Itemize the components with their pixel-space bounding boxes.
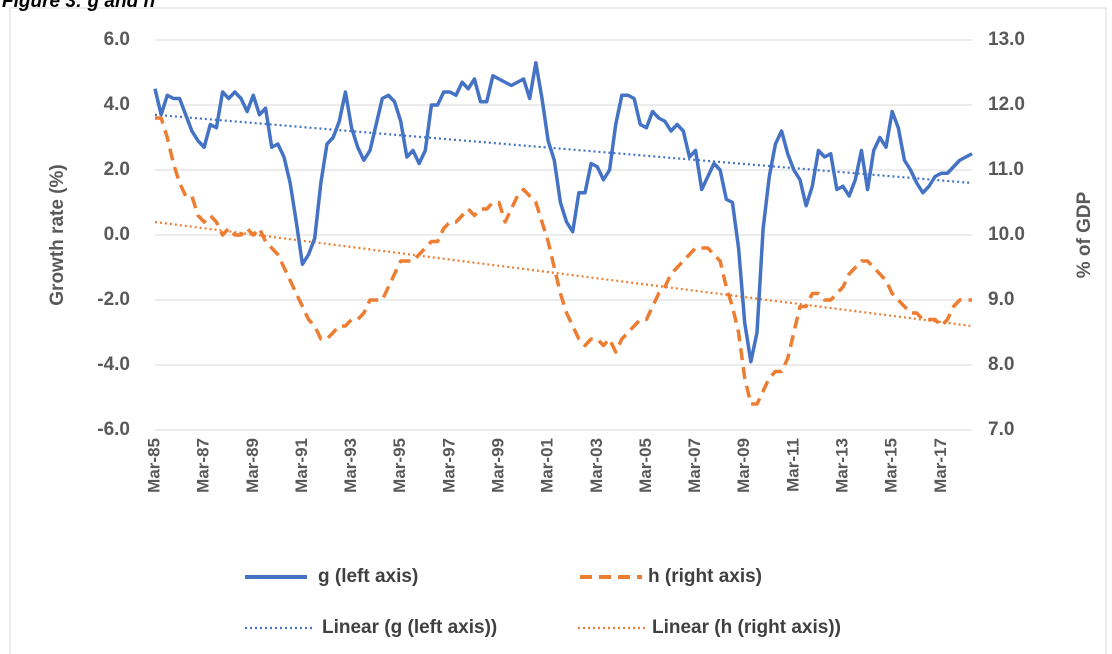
y2-tick-label: 13.0: [988, 29, 1025, 50]
y2-tick-label: 12.0: [988, 94, 1025, 115]
x-tick-label: Mar-01: [538, 438, 557, 493]
chart-border: [9, 7, 1107, 654]
legend-label: g (left axis): [318, 566, 418, 587]
x-tick-label: Mar-05: [636, 438, 655, 493]
y2-tick-label: 11.0: [988, 159, 1024, 180]
y-tick-label: 6.0: [104, 29, 130, 50]
legend-label: h (right axis): [648, 566, 762, 587]
series-line: [153, 61, 973, 364]
x-tick-label: Mar-11: [783, 438, 802, 492]
x-tick-label: Mar-87: [194, 438, 213, 493]
x-tick-label: Mar-89: [243, 438, 262, 493]
x-tick-label: Mar-09: [734, 438, 753, 493]
y2-tick-label: 7.0: [988, 419, 1014, 440]
y-tick-label: -6.0: [97, 419, 130, 440]
x-tick-label: Mar-07: [685, 438, 704, 493]
x-tick-label: Mar-85: [144, 438, 163, 493]
legend-label: Linear (g (left axis)): [322, 617, 497, 638]
x-tick-label: Mar-15: [882, 438, 901, 493]
y2-tick-label: 9.0: [988, 289, 1014, 310]
y-tick-label: -4.0: [97, 354, 130, 375]
chart-title: Figure 3: g and h: [2, 0, 155, 12]
y2-tick-label: 8.0: [988, 354, 1014, 375]
x-tick-label: Mar-13: [832, 438, 851, 493]
y2-axis-title: % of GDP: [1074, 191, 1095, 278]
y-tick-label: 0.0: [104, 224, 130, 245]
x-tick-label: Mar-17: [931, 438, 950, 493]
y2-tick-label: 10.0: [988, 224, 1025, 245]
x-tick-label: Mar-03: [587, 438, 606, 493]
y-tick-label: -2.0: [97, 289, 130, 310]
x-tick-label: Mar-93: [341, 438, 360, 493]
x-tick-label: Mar-91: [292, 438, 311, 493]
x-tick-label: Mar-97: [439, 438, 458, 493]
y-axis-title: Growth rate (%): [47, 164, 68, 305]
trend-line: [154, 220, 973, 328]
y-tick-label: 2.0: [104, 159, 130, 180]
x-tick-label: Mar-99: [488, 438, 507, 493]
x-tick-label: Mar-95: [390, 438, 409, 493]
trend-line: [154, 113, 973, 185]
y-tick-label: 4.0: [104, 94, 130, 115]
legend-label: Linear (h (right axis)): [652, 617, 841, 638]
series-line: [155, 116, 972, 406]
